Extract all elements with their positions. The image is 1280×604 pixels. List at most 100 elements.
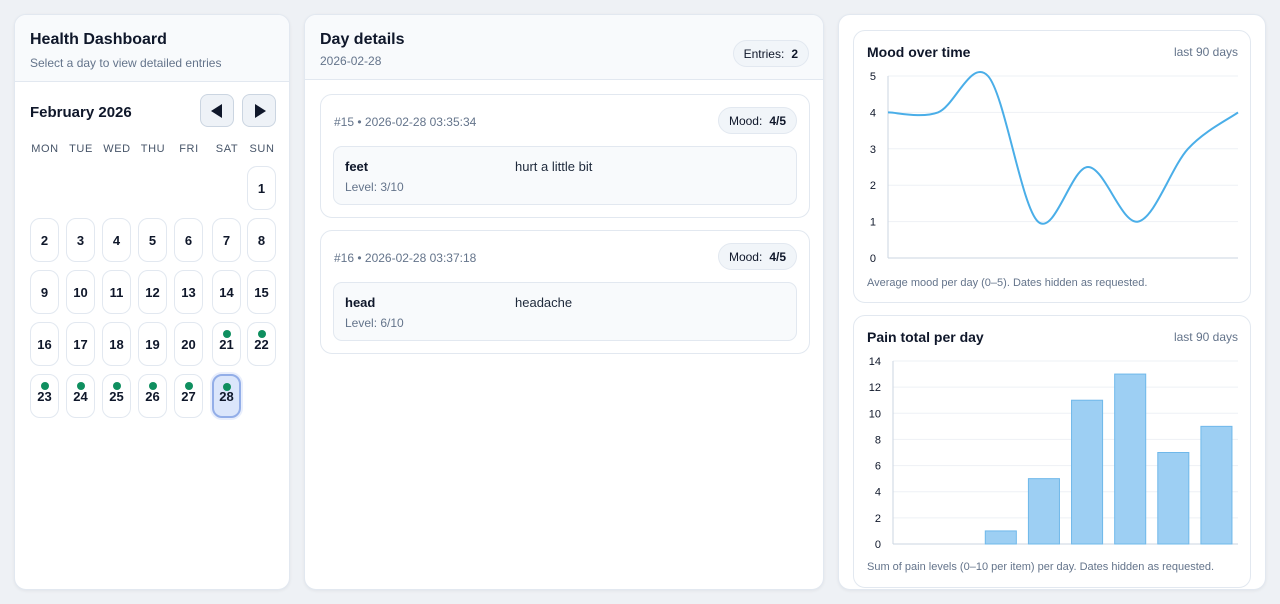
calendar-day[interactable]: 11 [102, 270, 131, 314]
weekday-thu: THU [140, 143, 166, 155]
calendar-day[interactable]: 5 [138, 218, 167, 262]
arrow-left-icon [210, 103, 222, 118]
calendar-day-number: 14 [219, 284, 234, 300]
entries-label: Entries: [743, 46, 785, 61]
calendar-day-number: 19 [145, 336, 160, 352]
weekday-tue: TUE [69, 143, 93, 155]
entry-meta: #16 • 2026-02-28 03:37:18 [334, 251, 477, 265]
calendar-day[interactable]: 21 [212, 322, 241, 366]
calendar-day-number: 22 [254, 336, 269, 352]
mood-chart-range: last 90 days [1173, 45, 1238, 59]
mood-label: Mood: [728, 249, 763, 264]
calendar-day[interactable]: 3 [66, 218, 95, 262]
weekday-wed: WED [103, 143, 131, 155]
mood-value: 4/5 [769, 249, 786, 264]
calendar-day[interactable]: 1 [247, 166, 276, 210]
calendar-day-number: 18 [109, 336, 124, 352]
calendar-day[interactable]: 6 [174, 218, 203, 262]
y-tick-label: 4 [870, 107, 876, 119]
pain-bar [1200, 425, 1233, 545]
entry-dot-icon [257, 330, 266, 338]
calendar-day[interactable]: 28 [212, 374, 241, 418]
weekday-sun: SUN [249, 143, 275, 155]
calendar-day[interactable]: 8 [247, 218, 276, 262]
mood-badge: Mood: 4/5 [717, 243, 797, 270]
calendar-day[interactable]: 26 [138, 374, 167, 418]
mood-badge: Mood: 4/5 [717, 107, 797, 134]
calendar-day-number: 1 [257, 180, 266, 196]
calendar-day[interactable]: 16 [30, 322, 59, 366]
entry-dot-icon [184, 382, 193, 390]
pain-item: head Level: 6/10 headache [333, 282, 797, 341]
calendar-day-number: 3 [76, 232, 85, 248]
pain-bar [1071, 399, 1104, 545]
y-tick-label: 5 [870, 71, 876, 83]
calendar-day[interactable]: 9 [30, 270, 59, 314]
entry-dot-icon [40, 382, 49, 390]
calendar-day[interactable]: 18 [102, 322, 131, 366]
pain-chart-range: last 90 days [1173, 330, 1238, 344]
calendar-day-number: 5 [148, 232, 157, 248]
calendar-day-number: 28 [219, 388, 234, 404]
calendar-day[interactable]: 4 [102, 218, 131, 262]
y-tick-label: 3 [870, 144, 876, 156]
y-tick-label: 0 [870, 253, 876, 265]
calendar-day[interactable]: 23 [30, 374, 59, 418]
pain-chart-title: Pain total per day [867, 329, 984, 345]
pain-bar [1157, 452, 1190, 545]
pain-item-name: feet [345, 159, 369, 174]
pain-chart-footnote: Sum of pain levels (0–10 per item) per d… [867, 561, 1215, 573]
calendar-day-number: 8 [257, 232, 266, 248]
calendar-day-number: 15 [254, 284, 269, 300]
pain-item-level: Level: 6/10 [345, 316, 404, 330]
calendar-day[interactable]: 17 [66, 322, 95, 366]
calendar-day-number: 11 [109, 284, 124, 300]
calendar-panel: Health Dashboard Select a day to view de… [14, 14, 290, 590]
calendar-day[interactable]: 19 [138, 322, 167, 366]
entry-dot-icon [148, 382, 157, 390]
app-subtitle: Select a day to view detailed entries [30, 56, 222, 70]
weekday-fri: FRI [179, 143, 199, 155]
next-month-button[interactable] [242, 94, 276, 127]
entry-dot-icon [112, 382, 121, 390]
calendar-day-number: 13 [181, 284, 196, 300]
weekday-header: MON TUE WED THU FRI SAT SUN [30, 143, 276, 157]
calendar-day-number: 6 [184, 232, 193, 248]
pain-item-level: Level: 3/10 [345, 180, 404, 194]
y-tick-label: 14 [869, 356, 881, 368]
y-tick-label: 10 [869, 408, 881, 420]
entries-count-badge: Entries: 2 [732, 40, 809, 67]
pain-bar [984, 530, 1017, 545]
entry-meta: #15 • 2026-02-28 03:35:34 [334, 115, 477, 129]
calendar-day[interactable]: 10 [66, 270, 95, 314]
mood-chart: 0 1 2 3 4 5 [870, 71, 1239, 265]
entry-dot-icon [222, 330, 231, 338]
calendar-day[interactable]: 2 [30, 218, 59, 262]
month-label: February 2026 [30, 104, 132, 121]
calendar-day-number: 21 [219, 336, 234, 352]
entry-dot-icon [76, 382, 85, 390]
calendar-day[interactable]: 7 [212, 218, 241, 262]
calendar-day[interactable]: 15 [247, 270, 276, 314]
details-title: Day details [320, 31, 405, 48]
calendar-header: Health Dashboard Select a day to view de… [15, 15, 289, 82]
calendar-day[interactable]: 22 [247, 322, 276, 366]
pain-chart: 0 2 4 6 8 10 12 14 [869, 356, 1238, 551]
arrow-right-icon [254, 103, 266, 118]
calendar-day[interactable]: 12 [138, 270, 167, 314]
details-header: Day details 2026-02-28 Entries: 2 [305, 15, 823, 80]
calendar-day-number: 9 [40, 284, 49, 300]
pain-item-note: hurt a little bit [515, 159, 593, 174]
calendar-day[interactable]: 14 [212, 270, 241, 314]
mood-series-line [887, 71, 1239, 225]
pain-item: feet Level: 3/10 hurt a little bit [333, 146, 797, 205]
y-tick-label: 4 [875, 487, 881, 499]
calendar-day[interactable]: 13 [174, 270, 203, 314]
calendar-day[interactable]: 25 [102, 374, 131, 418]
calendar-day[interactable]: 27 [174, 374, 203, 418]
y-tick-label: 8 [875, 434, 881, 446]
calendar-day[interactable]: 24 [66, 374, 95, 418]
calendar-day[interactable]: 20 [174, 322, 203, 366]
prev-month-button[interactable] [200, 94, 234, 127]
